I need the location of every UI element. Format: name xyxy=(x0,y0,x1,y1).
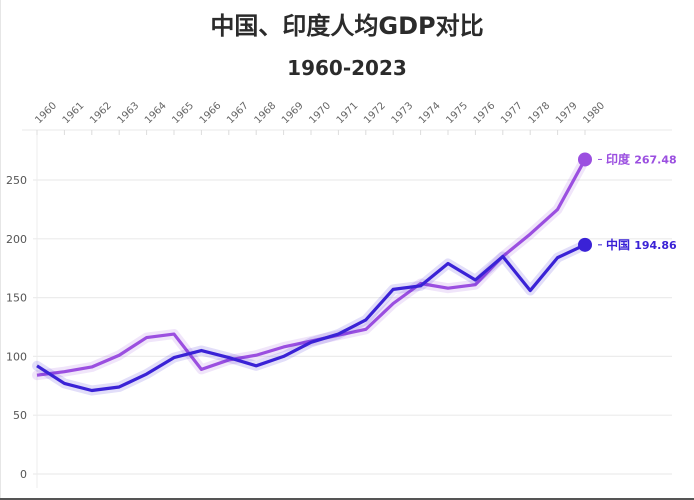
x-tick-label: 1980 xyxy=(581,100,607,126)
series-line-中国 xyxy=(36,243,586,393)
series-glow xyxy=(32,239,590,396)
x-tick-label: 1961 xyxy=(61,100,87,126)
x-tick-label: 1977 xyxy=(499,100,525,126)
x-tick-label: 1970 xyxy=(307,100,333,126)
x-tick-label: 1972 xyxy=(362,100,388,126)
x-tick-label: 1968 xyxy=(253,100,279,126)
x-tick-label: 1960 xyxy=(33,100,59,126)
y-tick-label: 200 xyxy=(6,233,27,246)
y-tick-label: 150 xyxy=(6,292,27,305)
x-tick-label: 1976 xyxy=(472,100,498,126)
x-tick-label: 1978 xyxy=(527,100,553,126)
x-tick-label: 1974 xyxy=(417,100,443,126)
x-tick-label: 1971 xyxy=(335,100,361,126)
x-tick-label: 1966 xyxy=(198,100,224,126)
x-tick-label: 1962 xyxy=(88,100,114,126)
y-tick-label: 100 xyxy=(6,350,27,363)
x-tick-label: 1969 xyxy=(280,100,306,126)
left-border xyxy=(0,0,1,500)
series-end-dot xyxy=(578,152,592,167)
x-tick-label: 1964 xyxy=(143,100,169,126)
series-end-label: 印度 267.48 xyxy=(606,151,677,166)
x-tick-label: 1965 xyxy=(170,100,196,126)
bottom-border xyxy=(0,498,694,500)
x-tick-label: 1963 xyxy=(116,100,142,126)
x-tick-label: 1975 xyxy=(444,100,470,126)
series-end-dot xyxy=(578,237,592,252)
chart-subtitle: 1960-2023 xyxy=(287,56,407,80)
x-tick-label: 1967 xyxy=(225,100,251,126)
x-tick-label: 1973 xyxy=(390,100,416,126)
x-tick-label: 1979 xyxy=(554,100,580,126)
series-end-label: 中国 194.86 xyxy=(606,237,677,252)
y-tick-label: 0 xyxy=(20,468,27,481)
y-tick-label: 250 xyxy=(6,174,27,187)
chart-title: 中国、印度人均GDP对比 xyxy=(210,12,484,40)
y-tick-label: 50 xyxy=(13,409,27,422)
